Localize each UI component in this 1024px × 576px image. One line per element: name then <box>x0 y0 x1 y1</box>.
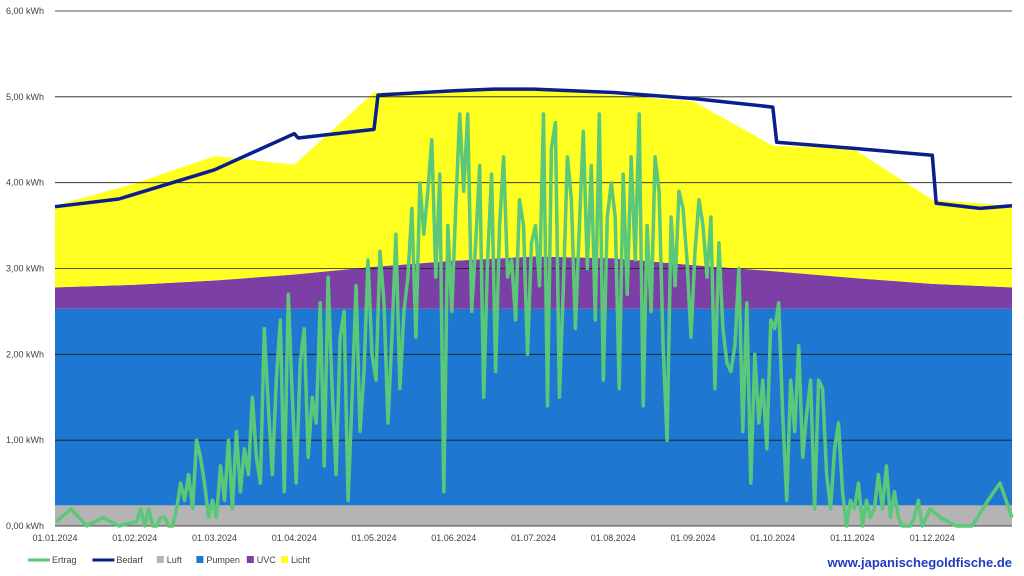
area-luft <box>55 505 1012 526</box>
y-tick-label: 4,00 kWh <box>6 178 44 188</box>
y-tick-label: 6,00 kWh <box>6 6 44 16</box>
legend-swatch-uvc <box>246 556 254 563</box>
x-tick-label: 01.07.2024 <box>511 533 556 543</box>
legend-label-uvc: UVC <box>257 555 277 565</box>
y-tick-label: 5,00 kWh <box>6 92 44 102</box>
y-tick-label: 1,00 kWh <box>6 435 44 445</box>
legend-label-licht: Licht <box>291 555 311 565</box>
x-tick-label: 01.02.2024 <box>112 533 157 543</box>
legend-label-pumpen: Pumpen <box>206 555 240 565</box>
y-tick-label: 3,00 kWh <box>6 264 44 274</box>
x-tick-label: 01.04.2024 <box>272 533 317 543</box>
x-tick-label: 01.05.2024 <box>351 533 396 543</box>
area-uvc <box>55 256 1012 309</box>
line-bedarf <box>54 87 1013 211</box>
y-tick-label: 0,00 kWh <box>6 521 44 531</box>
y-tick-label: 2,00 kWh <box>6 349 44 359</box>
x-tick-label: 01.12.2024 <box>910 533 955 543</box>
watermark: www.japanischegoldfische.de <box>827 555 1012 570</box>
area-pumpen <box>55 308 1012 506</box>
legend-label-luft: Luft <box>167 555 183 565</box>
x-tick-label: 01.01.2024 <box>32 533 77 543</box>
x-tick-label: 01.11.2024 <box>830 533 874 543</box>
x-tick-label: 01.10.2024 <box>750 533 795 543</box>
x-tick-label: 01.03.2024 <box>192 533 237 543</box>
x-tick-label: 01.06.2024 <box>431 533 476 543</box>
legend-label-bedarf: Bedarf <box>116 555 143 565</box>
area-licht <box>55 89 1012 288</box>
x-tick-label: 01.09.2024 <box>670 533 715 543</box>
line-ertrag <box>55 112 1014 528</box>
legend-swatch-luft <box>156 556 164 563</box>
legend-swatch-licht <box>281 556 288 563</box>
x-tick-label: 01.08.2024 <box>591 533 636 543</box>
legend-label-ertrag: Ertrag <box>52 555 77 565</box>
legend-swatch-pumpen <box>196 556 204 563</box>
